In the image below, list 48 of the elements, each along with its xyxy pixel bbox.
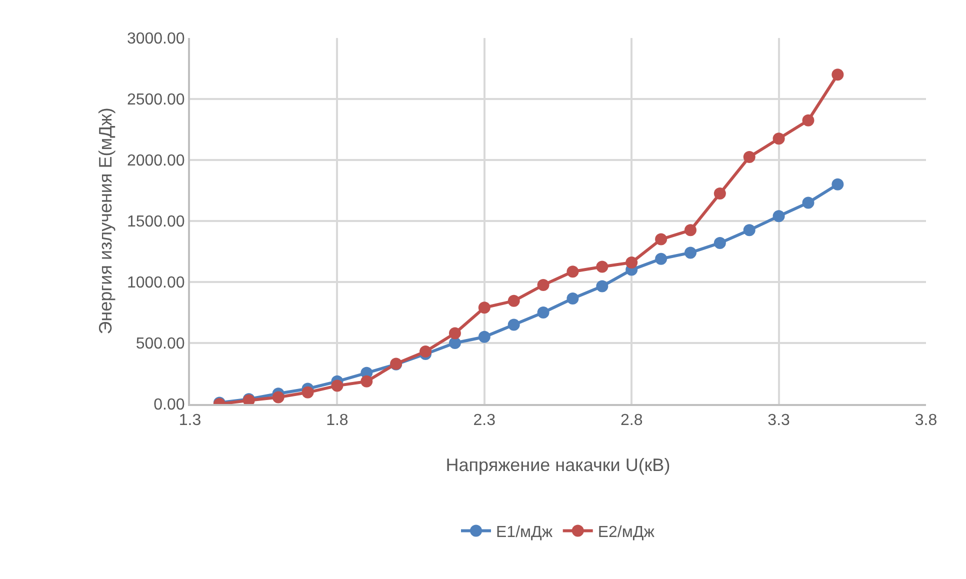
point (448, 327, 461, 340)
y-tick-label: 500.00 (136, 336, 185, 353)
point (772, 210, 785, 222)
point (478, 302, 490, 314)
x-tick-label: 3.8 (914, 412, 938, 430)
point (743, 224, 756, 236)
x-tick-label: 1.8 (326, 412, 348, 430)
point (626, 256, 638, 268)
point (655, 233, 668, 246)
point (684, 246, 696, 259)
point (684, 224, 696, 236)
y-tick-label: 3000.00 (126, 30, 185, 48)
y-tick-label: 2500.00 (126, 92, 185, 109)
point (714, 236, 726, 249)
x-tick-label: 1.3 (178, 412, 202, 430)
x-tick-label: 2.3 (473, 412, 496, 430)
legend-label: E1/мДж (496, 524, 553, 541)
point (537, 279, 550, 292)
point (448, 337, 461, 349)
y-axis-title: Энергия излучения E(мДж) (96, 108, 116, 334)
point (302, 386, 314, 398)
point (596, 260, 608, 273)
point (832, 178, 844, 190)
point (743, 150, 756, 163)
point (832, 68, 844, 81)
point (596, 280, 608, 292)
point (802, 114, 814, 126)
y-tick-label: 1500.00 (126, 214, 185, 231)
point (537, 306, 550, 318)
point (655, 252, 668, 265)
point (508, 318, 520, 331)
y-tick-label: 0.00 (154, 396, 185, 414)
point (272, 391, 284, 404)
point (331, 380, 344, 392)
x-tick-label: 3.3 (768, 412, 790, 430)
point (802, 196, 814, 209)
point (566, 292, 579, 304)
point (360, 375, 373, 388)
legend-label: E2/мДж (598, 524, 655, 541)
x-axis-title: Напряжение накачки U(кВ) (446, 454, 670, 475)
point (772, 132, 785, 145)
point (478, 330, 490, 343)
point (508, 294, 520, 307)
point (714, 188, 726, 200)
y-tick-label: 1000.00 (126, 274, 185, 292)
y-tick-label: 2000.00 (126, 152, 185, 170)
point (566, 266, 579, 278)
x-tick-label: 2.8 (620, 412, 643, 430)
